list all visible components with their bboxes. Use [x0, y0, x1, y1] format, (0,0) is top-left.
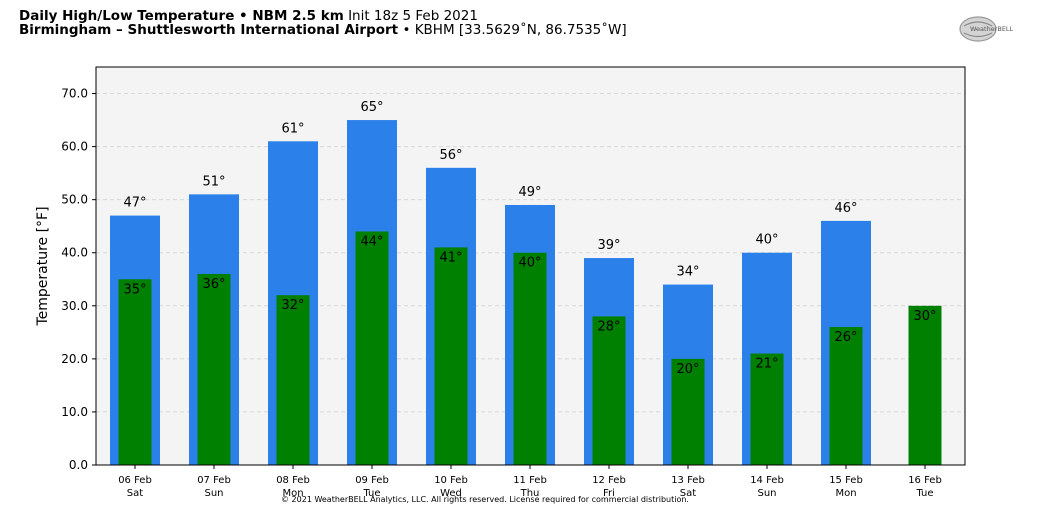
- y-tick-label: 40.0: [61, 246, 88, 260]
- high-label: 46°: [834, 201, 857, 216]
- x-tick-date: 12 Feb: [592, 475, 626, 486]
- low-bar: [829, 327, 863, 465]
- x-tick-date: 16 Feb: [908, 475, 942, 486]
- x-tick-date: 07 Feb: [197, 475, 231, 486]
- low-bar: [592, 316, 626, 465]
- x-tick-weekday: Sun: [757, 488, 776, 499]
- high-label: 47°: [123, 196, 146, 211]
- low-bar: [355, 231, 389, 465]
- low-bar: [750, 353, 784, 465]
- x-tick-date: 06 Feb: [118, 475, 152, 486]
- low-bars: [118, 231, 942, 465]
- chart-subtitle: Birmingham – Shuttlesworth International…: [19, 23, 627, 38]
- low-label: 35°: [123, 282, 146, 297]
- x-tick-weekday: Mon: [282, 488, 303, 499]
- y-tick-label: 20.0: [61, 352, 88, 366]
- x-tick-weekday: Sat: [127, 488, 143, 499]
- y-tick-label: 30.0: [61, 299, 88, 313]
- x-tick-weekday: Sat: [680, 488, 696, 499]
- low-label: 32°: [281, 298, 304, 313]
- y-axis: 0.0 10.0 20.0 30.0 40.0 50.0 60.0 70.0: [61, 87, 96, 472]
- copyright-footer: © 2021 WeatherBELL Analytics, LLC. All r…: [281, 495, 689, 504]
- low-label: 21°: [755, 357, 778, 372]
- x-tick-weekday: Tue: [362, 488, 380, 499]
- y-tick-label: 10.0: [61, 405, 88, 419]
- low-bar: [276, 295, 310, 465]
- low-label: 36°: [202, 277, 225, 292]
- high-label: 65°: [360, 100, 383, 115]
- high-label: 39°: [597, 238, 620, 253]
- x-tick-date: 15 Feb: [829, 475, 863, 486]
- low-bar: [671, 358, 705, 465]
- high-label: 49°: [518, 185, 541, 200]
- low-bar: [434, 247, 468, 465]
- low-label: 44°: [360, 235, 383, 250]
- y-tick-label: 70.0: [61, 87, 88, 101]
- high-label: 56°: [439, 148, 462, 163]
- low-label: 40°: [518, 256, 541, 271]
- chart-title: Daily High/Low Temperature • NBM 2.5 km …: [19, 9, 478, 24]
- low-bar: [908, 305, 942, 465]
- x-tick-date: 09 Feb: [355, 475, 389, 486]
- low-label: 26°: [834, 330, 857, 345]
- x-tick-weekday: Tue: [915, 488, 933, 499]
- x-tick-date: 14 Feb: [750, 475, 784, 486]
- station-name: Birmingham – Shuttlesworth International…: [19, 22, 399, 38]
- low-label: 20°: [676, 362, 699, 377]
- x-axis: 06 Feb Sat 07 Feb Sun 08 Feb Mon 09 Feb Tue 10 F…: [118, 465, 942, 499]
- x-tick-date: 11 Feb: [513, 475, 547, 486]
- low-label: 28°: [597, 319, 620, 334]
- high-label: 51°: [202, 174, 225, 189]
- y-tick-label: 50.0: [61, 193, 88, 207]
- data-labels: 47° 35° 51° 36° 61° 32° 65° 44° 56° 41° 49° 40° 39° 2…: [123, 100, 936, 377]
- x-tick-weekday: Sun: [204, 488, 223, 499]
- y-tick-label: 60.0: [61, 140, 88, 154]
- weatherbell-logo: WeatherBELL: [958, 14, 1018, 44]
- high-label: 40°: [755, 233, 778, 248]
- low-label: 41°: [439, 250, 462, 265]
- title-bold: Daily High/Low Temperature • NBM 2.5 km: [19, 8, 344, 24]
- y-tick-label: 0.0: [69, 458, 88, 472]
- x-tick-date: 13 Feb: [671, 475, 705, 486]
- x-tick-weekday: Thu: [520, 488, 540, 499]
- station-coords: • KBHM [33.5629˚N, 86.7535˚W]: [402, 22, 627, 38]
- x-tick-date: 08 Feb: [276, 475, 310, 486]
- low-bar: [513, 252, 547, 465]
- title-init: Init 18z 5 Feb 2021: [348, 8, 478, 24]
- y-axis-label: Temperature [°F]: [35, 206, 51, 326]
- low-bar: [197, 273, 231, 465]
- high-label: 61°: [281, 121, 304, 136]
- x-tick-weekday: Mon: [835, 488, 856, 499]
- high-label: 34°: [676, 265, 699, 280]
- logo-text: WeatherBELL: [970, 25, 1014, 33]
- x-tick-weekday: Fri: [603, 488, 615, 499]
- low-label: 30°: [913, 309, 936, 324]
- low-bar: [118, 279, 152, 465]
- x-tick-weekday: Wed: [440, 488, 462, 499]
- x-tick-date: 10 Feb: [434, 475, 468, 486]
